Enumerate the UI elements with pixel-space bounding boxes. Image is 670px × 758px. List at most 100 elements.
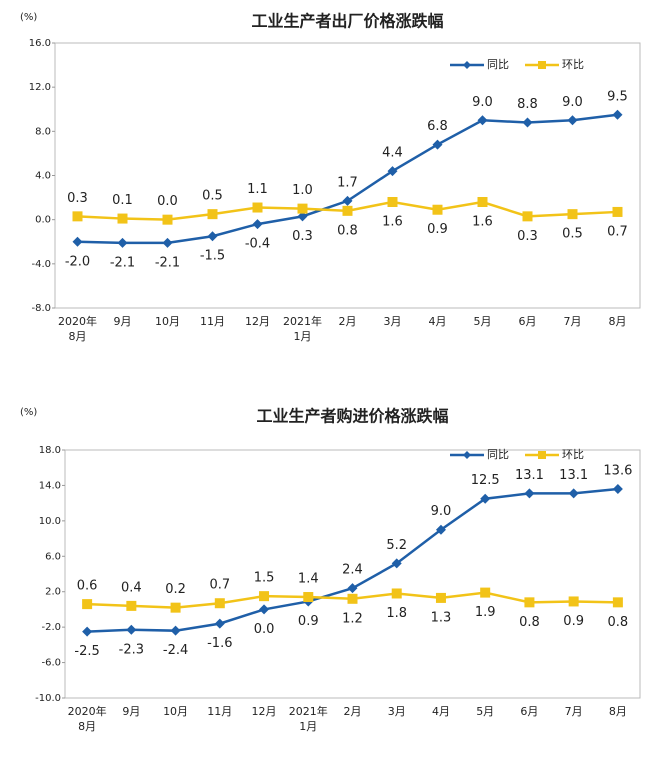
- marker: [252, 202, 263, 213]
- data-label: 1.1: [247, 182, 268, 197]
- x-tick-label: 11月: [207, 705, 233, 718]
- series-line: [87, 487, 619, 633]
- x-tick-label: 10月: [163, 705, 189, 718]
- x-tick-label: 7月: [564, 705, 583, 718]
- marker: [522, 211, 533, 222]
- x-tick-label: 2月: [343, 705, 362, 718]
- y-tick-label: 8.0: [35, 126, 51, 137]
- marker: [387, 166, 398, 177]
- marker: [612, 206, 623, 217]
- legend-label: 同比: [487, 448, 509, 461]
- x-tick-label: 4月: [431, 705, 450, 718]
- chart-title: 工业生产者购进价格涨跌幅: [256, 407, 448, 426]
- y-tick-label: 18.0: [39, 445, 61, 456]
- data-label: 0.9: [563, 614, 584, 629]
- legend-marker: [463, 451, 471, 459]
- data-label: 1.6: [382, 215, 403, 230]
- data-label: 1.0: [292, 183, 313, 198]
- data-label: -2.0: [65, 254, 90, 269]
- x-tick-label: 6月: [520, 705, 539, 718]
- marker: [72, 211, 83, 222]
- x-tick-label: 10月: [155, 315, 180, 328]
- marker: [342, 205, 353, 216]
- marker: [170, 602, 181, 613]
- y-tick-label: -4.0: [31, 259, 51, 270]
- y-tick-label: 0.0: [35, 215, 51, 226]
- marker: [391, 558, 402, 569]
- marker: [612, 597, 623, 608]
- data-label: 0.5: [202, 189, 223, 204]
- legend-label: 同比: [487, 58, 509, 71]
- data-label: 0.3: [292, 229, 313, 244]
- marker: [568, 488, 579, 499]
- marker: [297, 203, 308, 214]
- data-label: 0.2: [165, 582, 186, 597]
- x-tick-label: 9月: [113, 315, 132, 328]
- marker: [117, 237, 128, 248]
- data-label: -2.3: [119, 642, 144, 657]
- marker: [612, 483, 623, 494]
- marker: [477, 115, 488, 126]
- data-label: 1.4: [298, 572, 319, 587]
- data-label: 0.3: [67, 191, 88, 206]
- data-label: 13.1: [515, 468, 544, 483]
- x-tick-label: 2020年 8月: [67, 705, 107, 733]
- data-label: 1.9: [475, 605, 496, 620]
- data-label: 6.8: [427, 119, 448, 134]
- data-label: 5.2: [386, 538, 407, 553]
- marker: [435, 592, 446, 603]
- legend-marker: [538, 61, 546, 69]
- y-tick-label: 4.0: [35, 171, 51, 182]
- data-label: -1.6: [207, 636, 232, 651]
- x-tick-label: 9月: [122, 705, 141, 718]
- data-label: 1.8: [386, 606, 407, 621]
- data-label: 0.9: [427, 222, 448, 237]
- marker: [259, 591, 270, 602]
- data-label: 0.0: [254, 622, 275, 637]
- y-tick-label: 14.0: [39, 480, 61, 491]
- marker: [435, 524, 446, 535]
- data-label: 1.3: [431, 610, 452, 625]
- data-label: 13.6: [603, 463, 632, 478]
- marker: [347, 583, 358, 594]
- x-tick-label: 3月: [383, 315, 402, 328]
- legend-label: 环比: [562, 58, 584, 71]
- marker: [568, 596, 579, 607]
- x-tick-label: 2020年 8月: [58, 315, 97, 343]
- y-tick-label: -6.0: [41, 658, 61, 669]
- x-tick-label: 6月: [518, 315, 537, 328]
- x-tick-label: 5月: [473, 315, 492, 328]
- data-label: 2.4: [342, 563, 363, 578]
- plot-frame: [64, 449, 641, 699]
- data-label: 0.4: [121, 580, 142, 595]
- x-tick-label: 3月: [387, 705, 406, 718]
- marker: [259, 604, 270, 615]
- marker: [214, 618, 225, 629]
- data-label: 0.8: [337, 223, 358, 238]
- marker: [342, 195, 353, 206]
- data-label: 0.7: [209, 578, 230, 593]
- marker: [477, 197, 488, 207]
- data-label: 0.7: [607, 224, 628, 239]
- data-label: 9.0: [431, 504, 452, 519]
- x-tick-label: 7月: [563, 315, 582, 328]
- x-tick-label: 12月: [245, 315, 270, 328]
- data-label: 0.5: [562, 227, 583, 242]
- data-label: 0.3: [517, 229, 538, 244]
- data-label: 13.1: [559, 468, 588, 483]
- marker: [432, 204, 443, 215]
- data-label: 0.8: [608, 615, 629, 630]
- y-tick-label: -10.0: [35, 693, 61, 704]
- y-tick-label: 12.0: [29, 82, 51, 93]
- marker: [297, 211, 308, 222]
- marker: [303, 592, 314, 603]
- marker: [252, 219, 263, 230]
- marker: [82, 626, 93, 637]
- marker: [391, 588, 402, 599]
- y-tick-label: 10.0: [39, 516, 61, 527]
- marker: [432, 139, 443, 150]
- y-tick-label: -2.0: [41, 622, 61, 633]
- data-label: 12.5: [471, 473, 500, 488]
- marker: [480, 587, 491, 598]
